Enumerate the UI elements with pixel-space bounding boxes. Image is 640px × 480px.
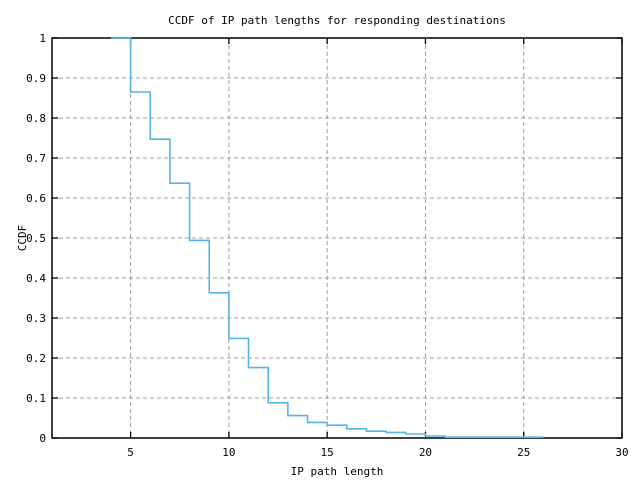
y-tick-label: 0.1	[26, 392, 46, 405]
x-tick-label: 15	[321, 446, 334, 459]
x-axis-label: IP path length	[291, 465, 384, 478]
y-tick-label: 0.9	[26, 72, 46, 85]
y-tick-label: 0.6	[26, 192, 46, 205]
x-tick-label: 5	[127, 446, 134, 459]
y-tick-label: 0	[39, 432, 46, 445]
y-tick-label: 0.4	[26, 272, 46, 285]
x-tick-label: 25	[517, 446, 530, 459]
y-tick-label: 0.2	[26, 352, 46, 365]
x-tick-label: 20	[419, 446, 432, 459]
ccdf-curve	[110, 37, 544, 438]
y-tick-label: 0.8	[26, 112, 46, 125]
y-axis-label: CCDF	[16, 225, 29, 252]
x-tick-label: 10	[222, 446, 235, 459]
x-tick-label: 30	[615, 446, 628, 459]
chart-generated-layer: 5 10 15 20 25 30 0 0.1 0.2 0.3 0.4 0.5 0.6 0.7 0.8 0.9 1	[26, 32, 629, 459]
y-tick-label: 0.3	[26, 312, 46, 325]
y-tick-label: 1	[39, 32, 46, 45]
y-tick-label: 0.5	[26, 232, 46, 245]
y-tick-label: 0.7	[26, 152, 46, 165]
chart-title: CCDF of IP path lengths for responding d…	[168, 14, 506, 27]
